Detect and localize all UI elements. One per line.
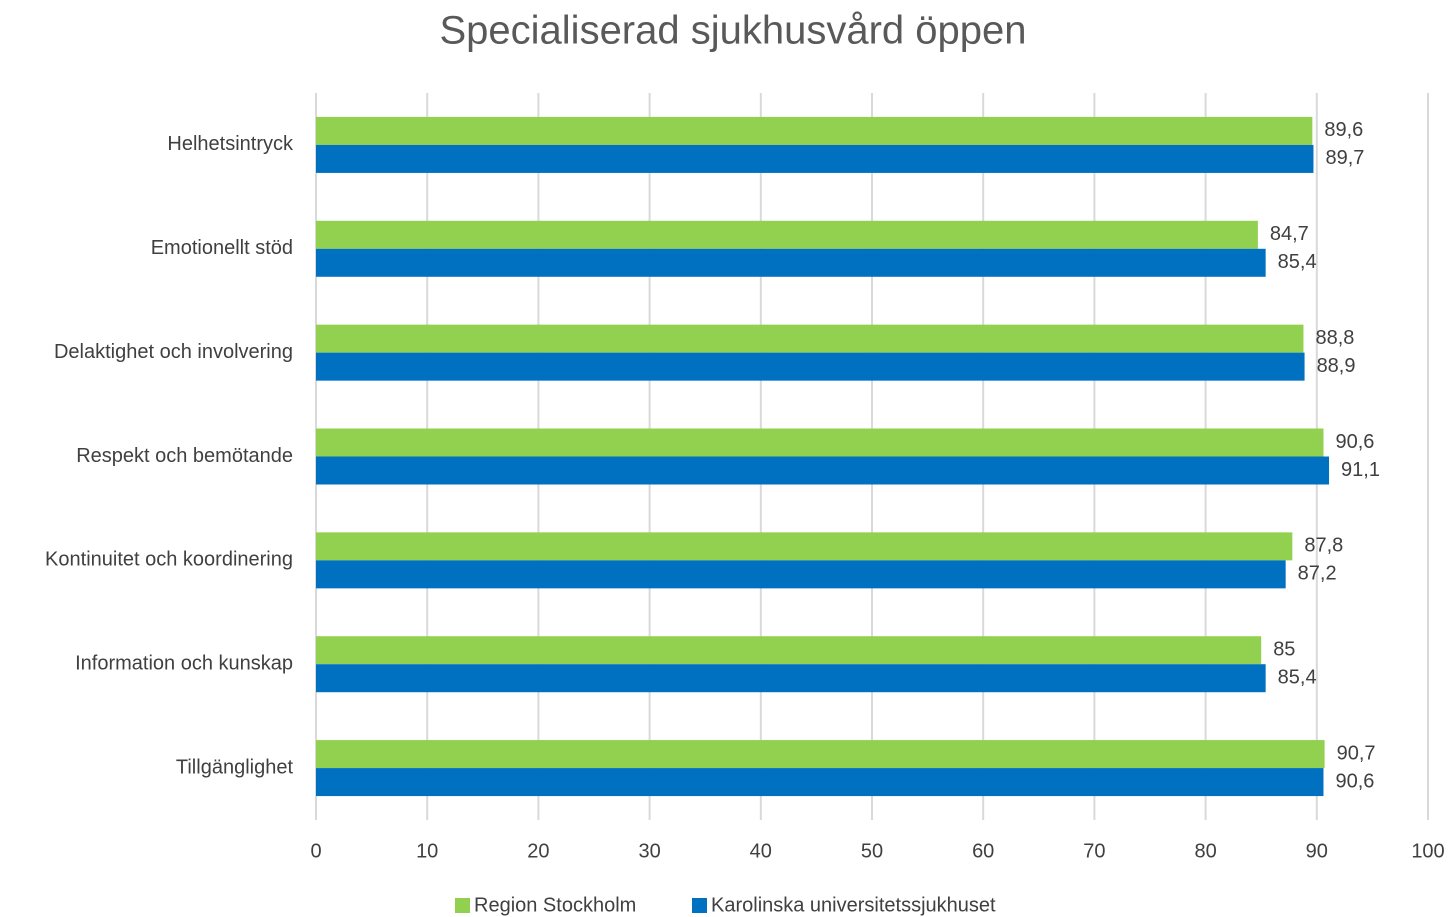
y-tick-label: Helhetsintryck [167,133,294,155]
bar [316,116,1313,145]
bar [316,428,1324,457]
bar [316,740,1325,769]
x-tick-label: 100 [1411,840,1444,862]
x-tick-label: 10 [416,840,438,862]
bar [316,664,1266,693]
y-tick-label: Delaktighet och involvering [54,341,293,363]
value-label: 84,7 [1270,223,1309,245]
legend-swatch [692,898,707,913]
y-tick-label: Kontinuitet och koordinering [45,549,293,571]
value-label: 85,4 [1278,251,1317,273]
bar [316,220,1258,249]
bar [316,768,1324,797]
bar [316,352,1305,381]
value-label: 87,8 [1304,535,1343,557]
bar [316,324,1304,353]
value-label: 88,8 [1315,327,1354,349]
x-tick-label: 50 [861,840,883,862]
value-label: 89,6 [1324,119,1363,141]
value-label: 89,7 [1325,147,1364,169]
bar [316,456,1330,485]
legend-label: Karolinska universitetssjukhuset [711,894,996,916]
x-tick-label: 20 [527,840,549,862]
value-label: 85,4 [1278,666,1317,688]
y-tick-label: Tillgänglighet [176,756,294,778]
bar [316,532,1293,561]
bar [316,636,1262,665]
x-tick-label: 90 [1306,840,1328,862]
x-tick-label: 80 [1194,840,1216,862]
bar [316,560,1286,589]
bar [316,248,1266,277]
value-label: 90,6 [1335,431,1374,453]
legend-label: Region Stockholm [474,894,636,916]
chart-title: Specialiserad sjukhusvård öppen [439,9,1026,53]
x-tick-label: 40 [750,840,772,862]
value-label: 91,1 [1341,459,1380,481]
x-tick-label: 60 [972,840,994,862]
x-tick-label: 0 [310,840,321,862]
value-label: 90,6 [1335,770,1374,792]
bar [316,144,1314,173]
legend-swatch [455,898,470,913]
value-label: 88,9 [1317,355,1356,377]
value-label: 87,2 [1298,563,1337,585]
y-tick-label: Emotionellt stöd [151,237,293,259]
y-tick-label: Respekt och bemötande [76,445,293,467]
value-label: 85 [1273,638,1295,660]
y-tick-label: Information och kunskap [75,652,293,674]
value-label: 90,7 [1337,742,1376,764]
x-tick-label: 70 [1083,840,1105,862]
x-tick-label: 30 [638,840,660,862]
